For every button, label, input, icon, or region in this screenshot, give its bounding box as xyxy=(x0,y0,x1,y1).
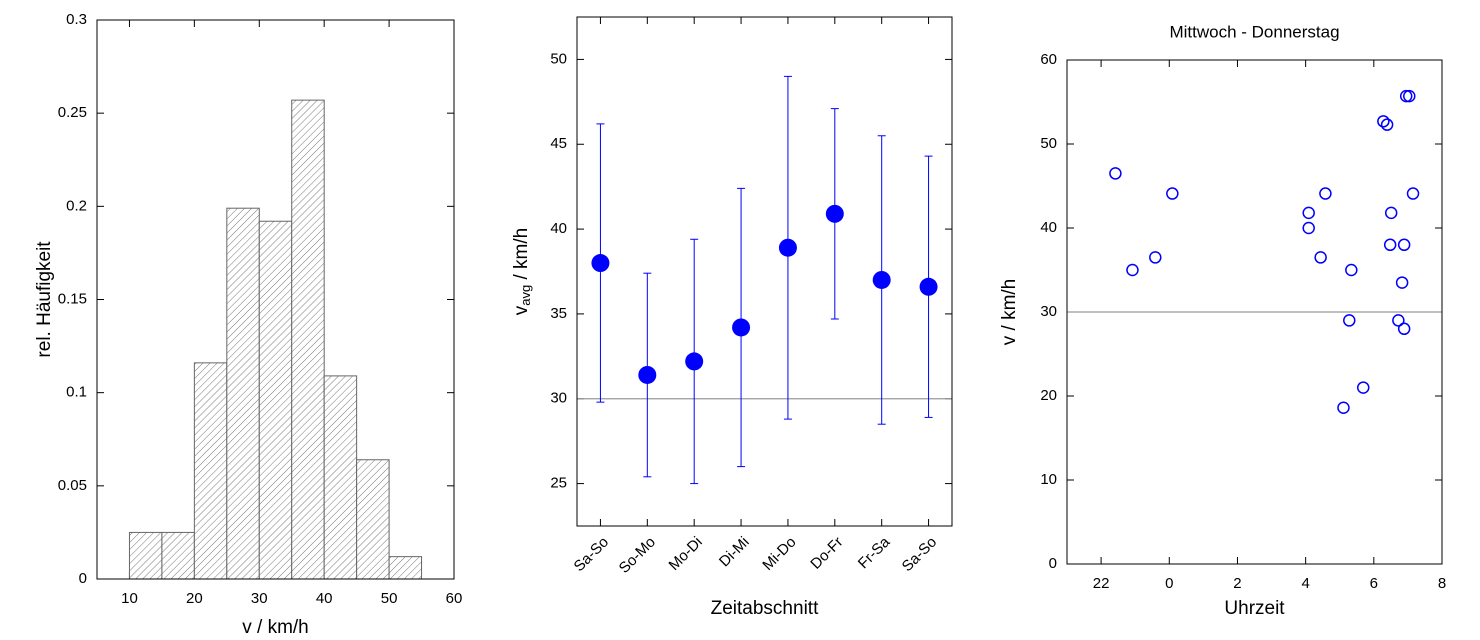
x-tick-label: 40 xyxy=(316,590,333,607)
y-tick-label: 0.15 xyxy=(58,290,87,307)
bar xyxy=(388,556,423,580)
bar xyxy=(128,531,163,580)
point xyxy=(1166,187,1179,200)
x-tick-label: 22 xyxy=(1093,575,1110,592)
point xyxy=(1392,314,1405,327)
y-tick-label: 0.25 xyxy=(58,104,87,121)
point xyxy=(919,277,938,296)
y-tick-label: 10 xyxy=(1040,471,1057,488)
x-tick-label: Mi-Do xyxy=(759,534,799,574)
y-tick-label: 0 xyxy=(79,570,87,587)
x-tick-label: 10 xyxy=(121,590,138,607)
x-tick-label: 60 xyxy=(446,590,463,607)
y-tick-label: 0.05 xyxy=(58,477,87,494)
point xyxy=(732,318,751,337)
y-tick-label: 0 xyxy=(1049,555,1057,572)
y-axis-label: rel. Häufigkeit xyxy=(34,241,55,358)
point xyxy=(685,352,704,371)
x-tick-label: Sa-So xyxy=(571,534,613,576)
bar xyxy=(323,375,358,580)
point xyxy=(1357,381,1370,394)
point xyxy=(1302,206,1315,220)
x-axis-label: Uhrzeit xyxy=(1224,598,1285,619)
x-tick-label: 20 xyxy=(186,590,203,607)
point xyxy=(1126,263,1139,277)
plot-frame xyxy=(576,16,953,527)
y-tick-label: 50 xyxy=(1040,135,1057,152)
y-tick-label: 20 xyxy=(1040,387,1057,404)
x-tick-label: Do-Fr xyxy=(807,534,846,573)
x-tick-label: 6 xyxy=(1370,575,1378,592)
bar xyxy=(193,362,228,580)
point xyxy=(638,365,657,384)
y-tick-label: 35 xyxy=(550,305,567,322)
point xyxy=(1395,276,1409,289)
y-tick-label: 0.3 xyxy=(66,11,87,28)
point xyxy=(1319,187,1332,200)
x-tick-label: So-Mo xyxy=(616,534,659,577)
y-axis-label-part: v / km/h xyxy=(999,279,1020,346)
y-axis-label-part: / km/h xyxy=(511,228,532,285)
x-axis-label: v / km/h xyxy=(242,617,309,638)
x-tick-label: Fr-Sa xyxy=(855,533,894,572)
y-tick-label: 25 xyxy=(550,475,567,492)
point xyxy=(1314,251,1327,264)
y-tick-label: 0.2 xyxy=(66,197,87,214)
y-axis-label: vavg / km/h xyxy=(511,228,533,315)
point xyxy=(1383,238,1397,252)
y-axis-label: v / km/h xyxy=(999,279,1020,346)
point xyxy=(1343,314,1356,327)
point xyxy=(591,254,610,273)
y-tick-label: 40 xyxy=(550,220,567,237)
chart-title: Mittwoch - Donnerstag xyxy=(1169,22,1339,41)
bar xyxy=(226,207,260,580)
point xyxy=(1397,322,1411,336)
x-tick-label: 2 xyxy=(1233,575,1241,592)
bar xyxy=(258,220,293,580)
plot-frame xyxy=(1066,59,1443,565)
y-tick-label: 40 xyxy=(1040,219,1057,236)
x-tick-label: 50 xyxy=(381,590,398,607)
plot-frame xyxy=(96,19,455,580)
y-axis-label-part: v xyxy=(511,305,532,315)
point xyxy=(1403,89,1416,103)
point xyxy=(1345,263,1358,277)
point xyxy=(1384,206,1398,220)
y-tick-label: 45 xyxy=(550,135,567,152)
y-axis-label-part: rel. Häufigkeit xyxy=(34,241,55,358)
y-tick-label: 30 xyxy=(550,390,567,407)
point xyxy=(1397,238,1411,252)
point xyxy=(1337,401,1350,415)
bar xyxy=(161,531,195,580)
point xyxy=(1302,221,1315,235)
y-tick-label: 50 xyxy=(550,50,567,67)
x-tick-label: 8 xyxy=(1438,575,1446,592)
bar xyxy=(356,459,390,580)
point xyxy=(1377,115,1390,128)
x-axis-label: Zeitabschnitt xyxy=(711,598,819,619)
point xyxy=(1149,251,1162,264)
x-tick-label: Mo-Di xyxy=(666,534,706,574)
x-tick-label: 4 xyxy=(1301,575,1309,592)
y-tick-label: 30 xyxy=(1040,303,1057,320)
y-tick-label: 0.1 xyxy=(66,384,87,401)
x-tick-label: Sa-So xyxy=(899,534,941,576)
point xyxy=(1109,167,1122,180)
x-tick-label: 0 xyxy=(1165,575,1173,592)
point xyxy=(1406,187,1420,200)
x-tick-label: 30 xyxy=(251,590,268,607)
point xyxy=(778,238,797,257)
point xyxy=(1399,89,1413,103)
bar xyxy=(291,99,325,580)
y-axis-label-sub: avg xyxy=(518,285,533,306)
point xyxy=(872,270,891,289)
x-tick-label: Di-Mi xyxy=(716,534,753,571)
point xyxy=(1380,118,1394,131)
y-tick-label: 60 xyxy=(1040,51,1057,68)
point xyxy=(825,204,844,223)
